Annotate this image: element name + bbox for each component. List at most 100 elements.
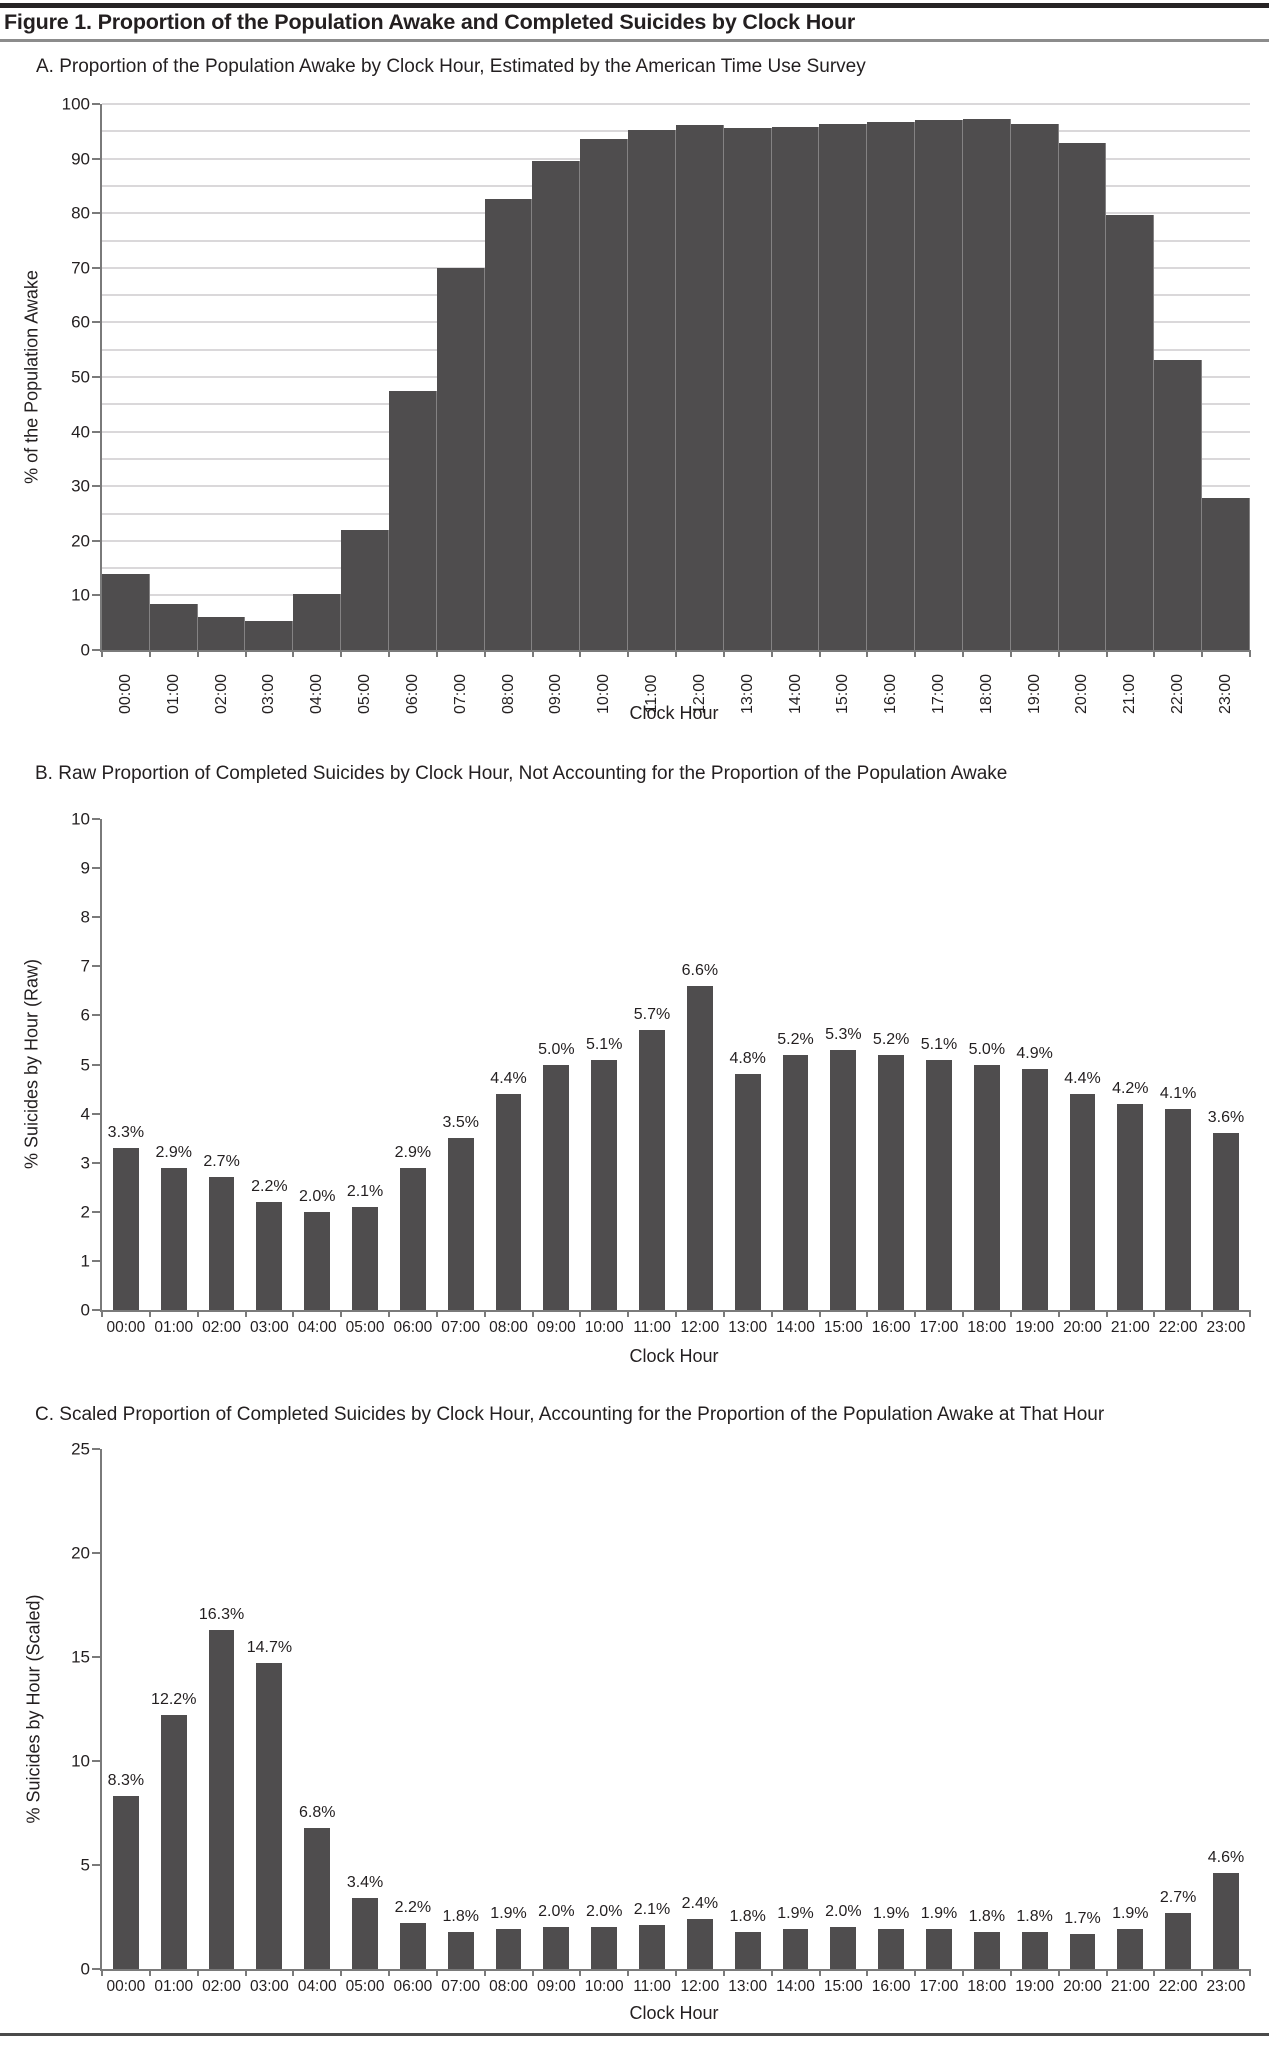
y-tick-mark — [92, 965, 100, 968]
x-tick-mark — [1057, 1310, 1060, 1317]
bar-slot: 19:00 — [1010, 104, 1059, 714]
x-tick-label-text: 17:00 — [929, 673, 947, 715]
bar-slot: 14.7% 03:00 — [245, 1449, 293, 1995]
bar-22:00 — [1154, 359, 1203, 650]
bar-05:00 — [352, 1206, 378, 1310]
x-tick-mark — [1009, 650, 1012, 657]
y-tick-label: 0 — [80, 640, 90, 660]
x-tick-label: 09:00 — [537, 1320, 576, 1336]
x-tick-label-text: 02:00 — [202, 1978, 241, 1995]
bar-value-label: 2.7% — [1159, 1888, 1197, 1906]
bar-slot: 5.2% 14:00 — [772, 819, 820, 1335]
bar-value-label: 2.0% — [825, 1903, 862, 1921]
panel-c-x-axis-title: Clock Hour — [629, 2003, 719, 2023]
bar-value-label: 3.6% — [1207, 1109, 1245, 1127]
x-tick-mark — [1201, 1310, 1204, 1317]
x-tick-label-text: 17:00 — [919, 1978, 959, 1995]
bar-value-label: 4.2% — [1112, 1079, 1149, 1097]
x-tick-label: 12:00 — [680, 1320, 719, 1336]
bar-08:00 — [495, 1093, 522, 1310]
y-tick-mark — [92, 1259, 100, 1262]
x-tick-label-text: 13:00 — [738, 673, 756, 715]
bar-slot: 2.0% 09:00 — [532, 1449, 580, 1994]
x-tick-label: 18:00 — [967, 1979, 1006, 1995]
x-tick-label-text: 08:00 — [489, 1978, 528, 1995]
bar-value-label: 2.0% — [298, 1187, 336, 1205]
y-tick-mark — [92, 916, 100, 919]
bar-slot: 8.3% 00:00 — [102, 1449, 150, 1994]
bar-06:00 — [399, 1167, 426, 1310]
bar-value-label: 5.7% — [633, 1006, 671, 1024]
x-tick-label: 04:00 — [298, 1320, 337, 1336]
y-tick-mark — [92, 1864, 100, 1866]
bar-01:00 — [149, 604, 198, 650]
bar-slot: 1.8% 07:00 — [437, 1449, 485, 1994]
bar-value-label: 6.8% — [298, 1803, 336, 1821]
bar-slot: 16:00 — [867, 104, 916, 714]
x-tick-label-text: 09:00 — [536, 1978, 576, 1995]
x-tick-mark — [483, 650, 486, 657]
bar-slot: 21:00 — [1106, 104, 1155, 714]
x-tick-label-text: 15:00 — [823, 1319, 863, 1336]
x-tick-label-text: 19:00 — [1025, 673, 1043, 715]
x-tick-mark — [435, 650, 438, 657]
bar-slot: 17:00 — [915, 104, 963, 714]
x-tick-mark — [722, 1969, 725, 1976]
bar-value-label: 1.9% — [490, 1905, 527, 1923]
x-tick-mark — [866, 650, 869, 657]
bar-06:00 — [388, 391, 437, 650]
bar-slot: 1.9% 17:00 — [915, 1449, 963, 1994]
x-tick-label-text: 15:00 — [834, 673, 852, 715]
bar-slot: 5.2% 16:00 — [867, 819, 915, 1335]
bar-slot: 11:00 — [628, 104, 676, 713]
bar-value-label: 4.1% — [1159, 1084, 1197, 1102]
bar-slot: 4.4% 20:00 — [1059, 819, 1107, 1335]
y-tick-label: 5 — [80, 1055, 90, 1074]
bar-slot: 1.8% 19:00 — [1011, 1449, 1059, 1994]
bar-slot: 2.0% 04:00 — [293, 819, 341, 1335]
x-tick-label-text: 09:00 — [536, 1319, 576, 1336]
bar-16:00 — [867, 122, 916, 650]
bar-slot: 16.3% 02:00 — [198, 1449, 246, 1994]
panel-c-y-axis-title: % Suicides by Hour (Scaled) — [23, 1594, 44, 1824]
bar-slot: 2.7% 22:00 — [1154, 1449, 1202, 1994]
y-tick-mark — [92, 649, 100, 651]
y-tick-mark — [92, 212, 100, 215]
y-tick-mark — [92, 594, 100, 597]
x-tick-label: 07:00 — [441, 1320, 480, 1336]
x-tick-label-text: 14:00 — [776, 1319, 815, 1336]
bar-13:00 — [734, 1931, 761, 1969]
x-tick-label-text: 23:00 — [1206, 1978, 1246, 1995]
x-tick-label-text: 21:00 — [1121, 673, 1139, 715]
x-tick-label: 14:00 — [776, 1320, 815, 1336]
x-tick-label-text: 10:00 — [595, 673, 613, 715]
x-tick-label-text: 06:00 — [403, 673, 421, 715]
x-tick-label-text: 14:00 — [776, 1978, 815, 1995]
x-tick-mark — [1249, 650, 1251, 657]
x-tick-mark — [1009, 1310, 1012, 1317]
x-tick-label-text: 02:00 — [212, 673, 230, 715]
x-tick-mark — [483, 1969, 486, 1976]
x-tick-mark — [101, 1310, 103, 1317]
x-tick-label: 17:00 — [920, 1979, 959, 1995]
bar-00:00 — [113, 1796, 139, 1969]
bar-slot: 02:00 — [197, 104, 246, 714]
x-tick-label: 02:00 — [202, 1320, 241, 1336]
x-tick-label: 16:00 — [872, 1320, 911, 1336]
x-tick-mark — [1057, 1969, 1060, 1976]
x-tick-label-text: 22:00 — [1158, 1319, 1198, 1336]
bars-area: 3.3% 00:00 2.9% 01:00 2.7% 02:00 2.2% 03:00 2.0%… — [102, 819, 1250, 1335]
x-tick-label-text: 08:00 — [489, 1319, 528, 1336]
x-tick-mark — [818, 650, 821, 657]
panel-c-plot: 0 5 10 15 20 25 8.3% 00:00 12.2% 01:00 16.3% 02:00 1… — [71, 1441, 1251, 1995]
bar-value-label: 4.4% — [490, 1069, 527, 1087]
x-tick-label-text: 04:00 — [308, 673, 326, 715]
x-tick-label: 23:00 — [1207, 1979, 1246, 1995]
panel-b-plot: 0 1 2 3 4 5 6 7 8 9 10 3.3% 00:00 2.9% 01:00 2.7% 02:00 2… — [71, 811, 1251, 1335]
bar-value-label: 2.4% — [681, 1895, 719, 1913]
bar-value-label: 4.9% — [1016, 1045, 1053, 1063]
bar-slot: 13:00 — [723, 104, 772, 714]
panel-b-y-axis-title: % Suicides by Hour (Raw) — [21, 958, 42, 1170]
x-tick-mark — [579, 1969, 582, 1976]
